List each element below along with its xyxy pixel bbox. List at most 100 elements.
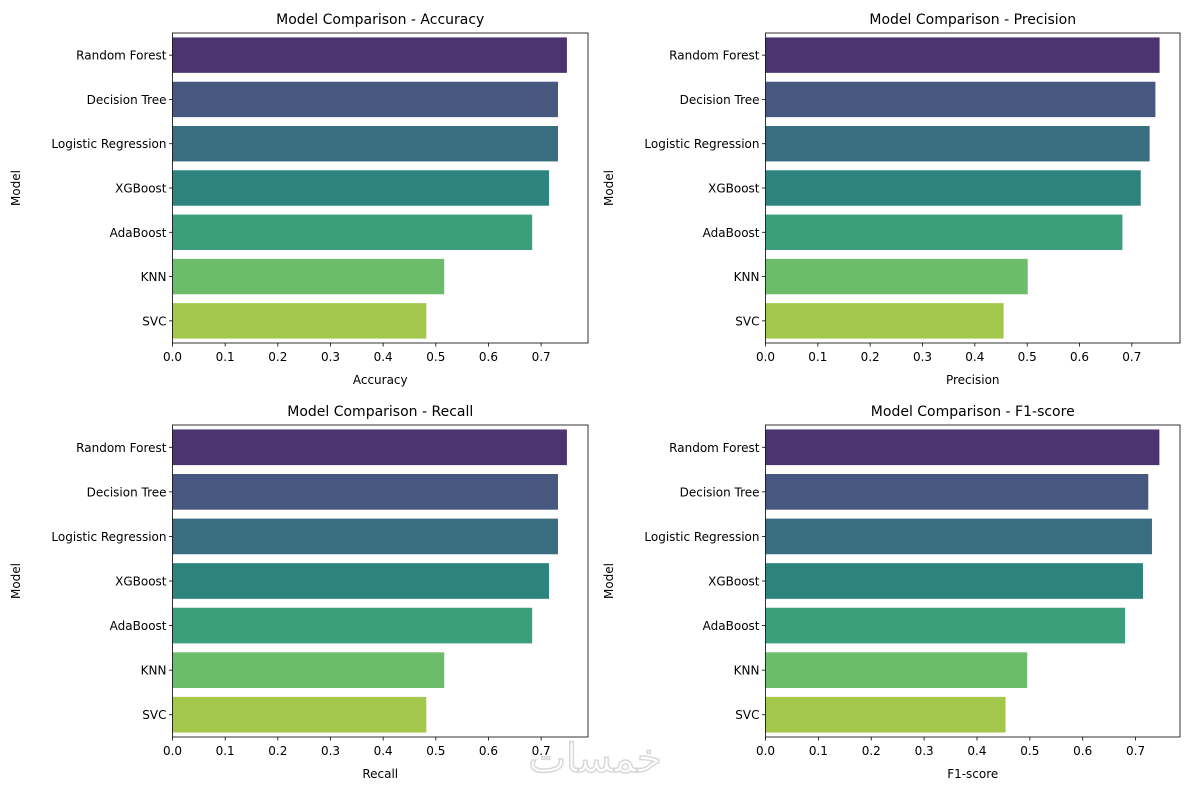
x-axis-label: Accuracy (353, 373, 408, 387)
y-tick-label: AdaBoost (110, 226, 167, 240)
y-tick-label: Random Forest (76, 49, 167, 63)
y-tick-label: XGBoost (115, 575, 167, 589)
bar-adaboost (765, 607, 1126, 644)
y-tick-label: Random Forest (76, 441, 167, 455)
x-tick-label: 0.1 (216, 744, 235, 758)
x-tick-label: 0.7 (532, 744, 551, 758)
bar-knn (172, 258, 445, 295)
y-tick-label: AdaBoost (703, 619, 760, 633)
x-tick-label: 0.2 (862, 744, 881, 758)
x-tick-label: 0.1 (216, 350, 235, 364)
bar-xgboost (172, 170, 550, 206)
chart-title: Model Comparison - Accuracy (276, 12, 484, 28)
x-tick-label: 0.0 (163, 350, 182, 364)
bar-random-forest (765, 429, 1160, 466)
y-tick-label: Decision Tree (87, 485, 167, 499)
y-tick-label: XGBoost (708, 182, 760, 196)
x-axis-label: Precision (946, 373, 1000, 387)
x-axis-label: Recall (362, 767, 398, 781)
y-tick-label: AdaBoost (703, 226, 760, 240)
chart-panel: Random Forest Decision Tree Logistic Regre… (9, 404, 589, 781)
chart-panel: Random Forest Decision Tree Logistic Regre… (9, 12, 589, 387)
x-tick-label: 0.0 (163, 744, 182, 758)
bar-svc (765, 696, 1006, 733)
x-tick-label: 0.4 (374, 744, 393, 758)
x-tick-label: 0.4 (965, 350, 984, 364)
y-tick-label: Decision Tree (87, 93, 167, 107)
x-tick-label: 0.6 (479, 744, 498, 758)
x-tick-label: 0.0 (756, 744, 775, 758)
y-tick-label: XGBoost (708, 575, 760, 589)
y-tick-label: SVC (142, 314, 166, 328)
x-tick-label: 0.7 (532, 350, 551, 364)
x-tick-label: 0.2 (268, 744, 287, 758)
x-tick-label: 0.7 (1126, 744, 1145, 758)
y-tick-label: KNN (141, 664, 167, 678)
bar-decision-tree (765, 474, 1149, 510)
y-axis-label: Model (9, 170, 23, 206)
x-tick-label: 0.6 (1070, 350, 1089, 364)
bar-decision-tree (765, 81, 1156, 118)
bar-random-forest (172, 37, 567, 73)
y-tick-label: Random Forest (669, 441, 760, 455)
x-tick-label: 0.4 (374, 350, 393, 364)
y-tick-label: Logistic Regression (644, 137, 759, 151)
x-axis-label: F1-score (947, 767, 998, 781)
bar-decision-tree (172, 474, 558, 510)
bar-adaboost (172, 607, 533, 644)
bar-xgboost (172, 563, 550, 599)
bar-adaboost (172, 214, 533, 250)
axes-frame (172, 32, 589, 344)
bar-decision-tree (172, 81, 558, 118)
bar-xgboost (765, 563, 1143, 599)
x-tick-label: 0.6 (479, 350, 498, 364)
y-tick-label: KNN (734, 664, 760, 678)
y-tick-label: Logistic Regression (51, 137, 166, 151)
bar-xgboost (765, 170, 1141, 206)
y-tick-label: Logistic Regression (51, 530, 166, 544)
bar-logistic-regression (172, 126, 558, 162)
x-tick-label: 0.2 (268, 350, 287, 364)
x-tick-label: 0.5 (426, 350, 445, 364)
x-tick-label: 0.5 (426, 744, 445, 758)
y-tick-label: Logistic Regression (644, 530, 759, 544)
bar-logistic-regression (172, 518, 558, 555)
bar-svc (765, 303, 1004, 339)
bar-knn (765, 652, 1028, 688)
y-tick-label: AdaBoost (110, 619, 167, 633)
bar-adaboost (765, 214, 1123, 250)
x-tick-label: 0.3 (913, 350, 932, 364)
bar-logistic-regression (765, 126, 1150, 162)
y-axis-label: Model (602, 170, 616, 206)
y-axis-label: Model (602, 563, 616, 599)
chart-panel: Random Forest Decision Tree Logistic Regre… (602, 12, 1181, 387)
x-tick-label: 0.5 (1018, 350, 1037, 364)
axes-frame (765, 424, 1181, 738)
x-tick-label: 0.3 (321, 350, 340, 364)
watermark: خمسات (528, 736, 661, 782)
x-tick-label: 0.0 (756, 350, 775, 364)
x-tick-label: 0.1 (809, 744, 828, 758)
y-tick-label: SVC (142, 708, 166, 722)
axes-frame (765, 32, 1181, 344)
bar-logistic-regression (765, 518, 1152, 555)
x-tick-label: 0.5 (1020, 744, 1039, 758)
y-tick-label: Random Forest (669, 49, 760, 63)
y-tick-label: Decision Tree (680, 93, 760, 107)
y-tick-label: SVC (735, 314, 759, 328)
x-tick-label: 0.2 (861, 350, 880, 364)
bar-svc (172, 303, 427, 339)
x-tick-label: 0.4 (967, 744, 986, 758)
x-tick-label: 0.3 (321, 744, 340, 758)
y-tick-label: Decision Tree (680, 485, 760, 499)
x-tick-label: 0.1 (808, 350, 827, 364)
y-tick-label: SVC (735, 708, 759, 722)
chart-title: Model Comparison - Recall (287, 404, 473, 420)
chart-panel: Random Forest Decision Tree Logistic Regre… (602, 404, 1181, 781)
chart-title: Model Comparison - Precision (869, 12, 1076, 28)
y-tick-label: KNN (141, 270, 167, 284)
bar-knn (172, 652, 445, 688)
chart-title: Model Comparison - F1-score (871, 404, 1075, 420)
y-tick-label: XGBoost (115, 182, 167, 196)
